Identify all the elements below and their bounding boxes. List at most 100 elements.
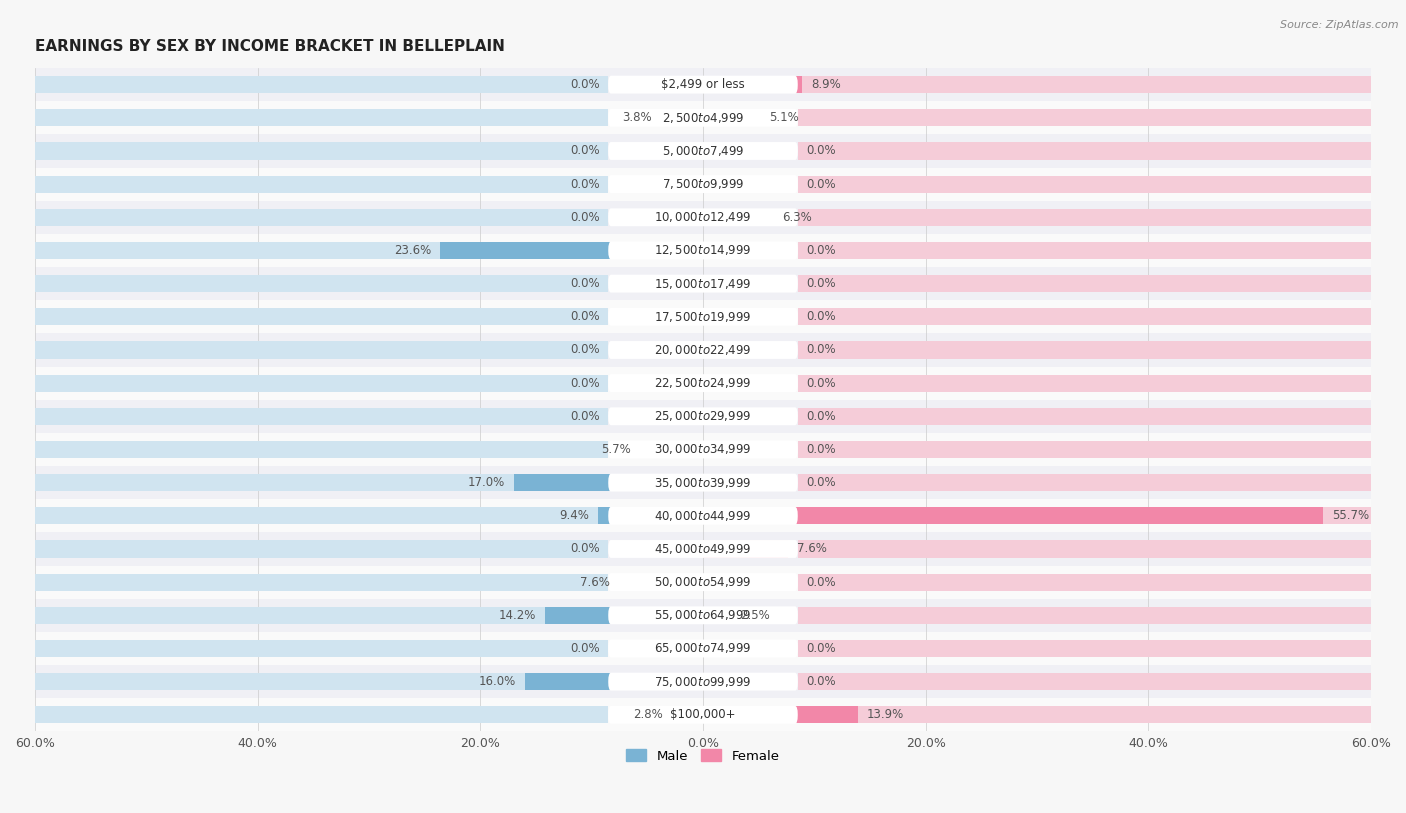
Text: 23.6%: 23.6%	[394, 244, 432, 257]
Text: 0.0%: 0.0%	[569, 211, 599, 224]
Bar	[797, 507, 1371, 524]
FancyBboxPatch shape	[609, 606, 797, 624]
Bar	[797, 640, 1371, 657]
Text: $7,500 to $9,999: $7,500 to $9,999	[662, 177, 744, 191]
Bar	[703, 209, 773, 226]
FancyBboxPatch shape	[609, 175, 797, 193]
Bar	[35, 367, 1371, 400]
Text: 5.7%: 5.7%	[600, 443, 631, 456]
Bar	[797, 341, 1371, 359]
FancyBboxPatch shape	[609, 275, 797, 293]
Bar	[703, 109, 759, 127]
Text: 0.0%: 0.0%	[807, 145, 837, 158]
Bar	[35, 632, 1371, 665]
Bar	[672, 706, 703, 724]
Bar	[35, 167, 1371, 201]
Text: 7.6%: 7.6%	[579, 576, 609, 589]
Bar	[35, 706, 609, 724]
Text: $45,000 to $49,999: $45,000 to $49,999	[654, 542, 752, 556]
Text: 0.0%: 0.0%	[807, 443, 837, 456]
Bar	[703, 76, 801, 93]
Text: 2.8%: 2.8%	[633, 708, 662, 721]
Text: $12,500 to $14,999: $12,500 to $14,999	[654, 243, 752, 258]
Text: $55,000 to $64,999: $55,000 to $64,999	[654, 608, 752, 622]
FancyBboxPatch shape	[609, 407, 797, 425]
Text: $75,000 to $99,999: $75,000 to $99,999	[654, 675, 752, 689]
Text: 0.0%: 0.0%	[807, 476, 837, 489]
Bar	[797, 76, 1371, 93]
Legend: Male, Female: Male, Female	[621, 744, 785, 768]
Text: $22,500 to $24,999: $22,500 to $24,999	[654, 376, 752, 390]
Bar	[35, 241, 609, 259]
Bar	[35, 68, 1371, 102]
Bar	[35, 341, 609, 359]
Bar	[35, 665, 1371, 698]
FancyBboxPatch shape	[609, 672, 797, 690]
Bar	[35, 400, 1371, 433]
Bar	[619, 573, 703, 591]
Text: 0.0%: 0.0%	[807, 410, 837, 423]
FancyBboxPatch shape	[609, 241, 797, 259]
Bar	[599, 507, 703, 524]
Bar	[35, 466, 1371, 499]
Bar	[35, 333, 1371, 367]
Bar	[35, 566, 1371, 598]
Text: 0.0%: 0.0%	[807, 675, 837, 688]
Text: $20,000 to $22,499: $20,000 to $22,499	[654, 343, 752, 357]
Text: $30,000 to $34,999: $30,000 to $34,999	[654, 442, 752, 456]
Bar	[797, 308, 1371, 325]
Text: 0.0%: 0.0%	[569, 542, 599, 555]
Bar	[35, 109, 609, 127]
FancyBboxPatch shape	[609, 308, 797, 326]
Bar	[797, 606, 1371, 624]
Text: 0.0%: 0.0%	[807, 642, 837, 655]
Bar	[35, 507, 609, 524]
Text: 0.0%: 0.0%	[569, 145, 599, 158]
Bar	[797, 275, 1371, 292]
Text: 0.0%: 0.0%	[807, 311, 837, 324]
Bar	[35, 76, 609, 93]
Bar	[35, 499, 1371, 533]
Text: 7.6%: 7.6%	[797, 542, 827, 555]
Text: 55.7%: 55.7%	[1331, 509, 1369, 522]
Text: 0.0%: 0.0%	[807, 277, 837, 290]
FancyBboxPatch shape	[609, 540, 797, 558]
Text: $65,000 to $74,999: $65,000 to $74,999	[654, 641, 752, 655]
Text: 0.0%: 0.0%	[569, 78, 599, 91]
FancyBboxPatch shape	[609, 341, 797, 359]
Bar	[524, 673, 703, 690]
Bar	[546, 606, 703, 624]
Text: 13.9%: 13.9%	[866, 708, 904, 721]
Text: $2,499 or less: $2,499 or less	[661, 78, 745, 91]
Bar	[440, 241, 703, 259]
Bar	[35, 267, 1371, 300]
Bar	[35, 142, 609, 159]
Bar	[35, 598, 1371, 632]
Bar	[35, 308, 609, 325]
Bar	[35, 573, 609, 591]
Bar	[35, 209, 609, 226]
Text: 3.8%: 3.8%	[623, 111, 652, 124]
Bar	[35, 441, 609, 458]
Text: 0.0%: 0.0%	[569, 642, 599, 655]
Text: 0.0%: 0.0%	[807, 177, 837, 190]
Text: 0.0%: 0.0%	[807, 576, 837, 589]
Text: 5.1%: 5.1%	[769, 111, 799, 124]
Bar	[797, 541, 1371, 558]
Text: Source: ZipAtlas.com: Source: ZipAtlas.com	[1281, 20, 1399, 30]
Bar	[35, 176, 609, 193]
Bar	[797, 375, 1371, 392]
Bar	[35, 474, 609, 491]
Text: 0.0%: 0.0%	[569, 277, 599, 290]
Bar	[35, 541, 609, 558]
Bar	[797, 109, 1371, 127]
Text: 14.2%: 14.2%	[499, 609, 536, 622]
Text: 6.3%: 6.3%	[782, 211, 811, 224]
Bar	[797, 706, 1371, 724]
Text: 0.0%: 0.0%	[569, 376, 599, 389]
Bar	[35, 201, 1371, 234]
FancyBboxPatch shape	[609, 76, 797, 93]
Text: 0.0%: 0.0%	[807, 376, 837, 389]
Text: 2.5%: 2.5%	[740, 609, 769, 622]
Bar	[640, 441, 703, 458]
